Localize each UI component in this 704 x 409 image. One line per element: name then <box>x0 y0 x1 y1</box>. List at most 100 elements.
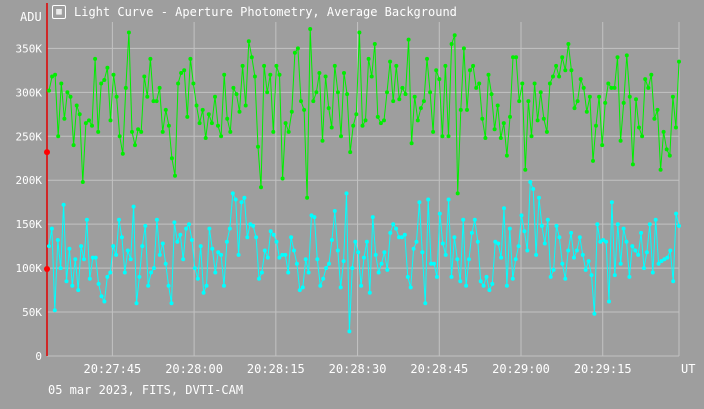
data-point <box>302 107 307 112</box>
film-frame-icon[interactable]: ▦ <box>52 5 66 19</box>
data-point <box>216 123 220 128</box>
data-point <box>286 270 291 275</box>
data-point <box>74 103 79 108</box>
data-point <box>528 180 533 184</box>
data-point <box>627 94 632 99</box>
data-point <box>609 85 614 90</box>
data-point <box>440 241 445 246</box>
data-point <box>607 299 611 304</box>
data-point <box>271 129 276 134</box>
data-point <box>93 255 98 260</box>
data-point <box>646 85 651 90</box>
data-point <box>262 63 267 68</box>
data-point <box>478 279 483 284</box>
data-point <box>342 71 346 75</box>
data-point <box>201 290 206 295</box>
data-point <box>259 270 264 275</box>
data-point <box>246 39 251 44</box>
data-point <box>572 255 576 260</box>
data-point <box>363 118 368 123</box>
data-point <box>532 81 537 86</box>
grid <box>47 22 680 356</box>
data-point <box>370 215 375 220</box>
data-point <box>151 99 156 104</box>
y-tick-label: 100K <box>16 262 43 275</box>
data-point <box>492 127 497 132</box>
y-axis-label: ADU <box>20 10 42 24</box>
data-point <box>131 204 136 209</box>
data-point <box>472 217 477 222</box>
data-point <box>364 239 369 244</box>
x-tick-label: 20:28:15 <box>247 362 305 376</box>
data-point <box>257 276 261 281</box>
data-point <box>47 88 51 93</box>
data-point <box>344 191 349 196</box>
chart-title: Light Curve - Aperture Photometry, Avera… <box>74 5 457 19</box>
data-point <box>166 283 171 288</box>
x-axis-label: UT <box>681 362 695 376</box>
data-point <box>560 261 565 266</box>
data-point <box>501 121 506 126</box>
data-point <box>440 134 445 139</box>
data-point <box>652 116 657 121</box>
x-tick-label: 20:29:15 <box>574 362 632 376</box>
data-point <box>449 42 454 46</box>
x-tick-label: 20:28:45 <box>410 362 468 376</box>
data-point <box>326 106 331 111</box>
data-point <box>379 261 384 266</box>
data-point <box>496 241 501 246</box>
data-point <box>111 72 116 77</box>
data-point <box>535 118 540 123</box>
data-point <box>621 100 626 105</box>
data-point <box>292 248 296 253</box>
data-point <box>99 81 104 86</box>
data-point <box>498 136 503 140</box>
data-point <box>173 173 177 178</box>
data-point <box>327 261 331 266</box>
data-point <box>674 211 679 216</box>
data-point <box>664 147 669 152</box>
data-point <box>425 56 429 61</box>
data-point <box>160 241 165 246</box>
data-point <box>394 63 399 68</box>
data-point <box>207 226 212 231</box>
data-point <box>345 92 350 97</box>
data-point <box>61 202 66 207</box>
data-point <box>618 138 623 143</box>
data-point <box>335 248 340 253</box>
data-point <box>143 223 148 228</box>
data-point <box>471 63 476 68</box>
data-point <box>526 99 531 104</box>
data-point <box>347 329 352 334</box>
data-point <box>557 74 562 79</box>
data-point <box>511 55 515 60</box>
data-point <box>409 141 414 146</box>
data-point <box>239 200 244 205</box>
data-point <box>321 276 326 281</box>
data-point <box>233 197 238 202</box>
data-point <box>262 248 267 253</box>
data-point <box>644 250 649 255</box>
data-point <box>388 59 393 64</box>
data-point <box>431 129 436 134</box>
data-point <box>157 85 162 90</box>
x-tick-label: 20:29:00 <box>492 362 550 376</box>
data-point <box>504 153 509 158</box>
data-point <box>539 223 544 228</box>
data-point <box>83 121 88 126</box>
data-point <box>394 226 399 231</box>
data-point <box>461 217 466 222</box>
data-point <box>502 206 506 211</box>
data-point <box>280 252 285 257</box>
data-point <box>489 92 494 97</box>
data-point <box>145 94 150 99</box>
data-point <box>382 118 386 123</box>
data-point <box>308 27 313 31</box>
data-point <box>120 151 125 156</box>
data-point <box>432 261 436 266</box>
data-point <box>219 252 224 257</box>
data-point <box>351 123 356 128</box>
data-point <box>314 90 319 95</box>
data-point <box>458 107 463 112</box>
